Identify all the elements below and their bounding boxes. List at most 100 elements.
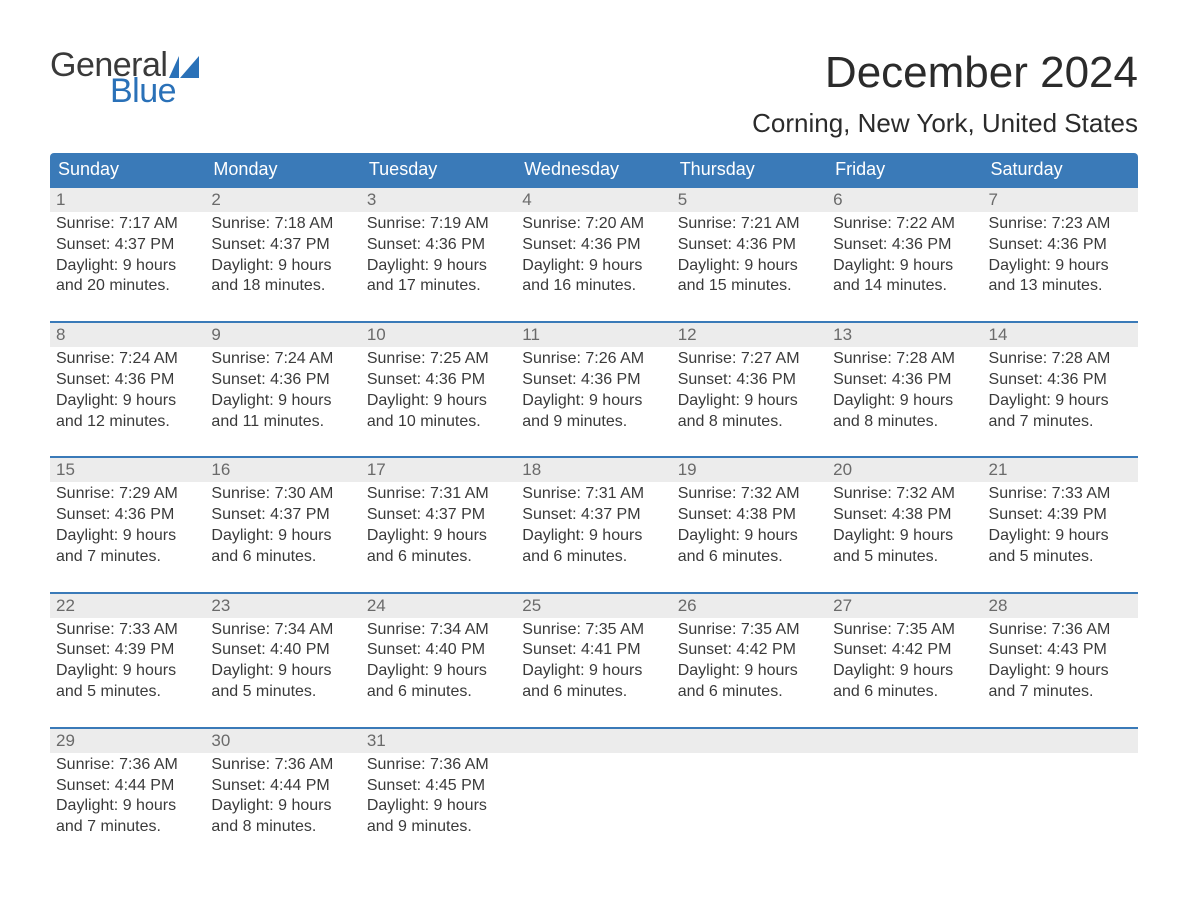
day-body: Sunrise: 7:32 AMSunset: 4:38 PMDaylight:… bbox=[672, 482, 827, 573]
week-row: 22Sunrise: 7:33 AMSunset: 4:39 PMDayligh… bbox=[50, 592, 1138, 709]
day-body: Sunrise: 7:28 AMSunset: 4:36 PMDaylight:… bbox=[827, 347, 982, 438]
day-body: Sunrise: 7:26 AMSunset: 4:36 PMDaylight:… bbox=[516, 347, 671, 438]
day-number: 20 bbox=[827, 458, 982, 482]
day-cell: 7Sunrise: 7:23 AMSunset: 4:36 PMDaylight… bbox=[983, 188, 1138, 303]
day-body: Sunrise: 7:25 AMSunset: 4:36 PMDaylight:… bbox=[361, 347, 516, 438]
day-day1: Daylight: 9 hours bbox=[211, 661, 354, 682]
day-cell: 19Sunrise: 7:32 AMSunset: 4:38 PMDayligh… bbox=[672, 458, 827, 573]
day-day2: and 7 minutes. bbox=[56, 547, 199, 568]
day-body: Sunrise: 7:22 AMSunset: 4:36 PMDaylight:… bbox=[827, 212, 982, 303]
day-cell: 13Sunrise: 7:28 AMSunset: 4:36 PMDayligh… bbox=[827, 323, 982, 438]
day-sunset: Sunset: 4:36 PM bbox=[522, 235, 665, 256]
day-cell: 24Sunrise: 7:34 AMSunset: 4:40 PMDayligh… bbox=[361, 594, 516, 709]
day-cell: 11Sunrise: 7:26 AMSunset: 4:36 PMDayligh… bbox=[516, 323, 671, 438]
day-cell: 4Sunrise: 7:20 AMSunset: 4:36 PMDaylight… bbox=[516, 188, 671, 303]
day-body: Sunrise: 7:21 AMSunset: 4:36 PMDaylight:… bbox=[672, 212, 827, 303]
day-sunrise: Sunrise: 7:27 AM bbox=[678, 349, 821, 370]
week-row: 29Sunrise: 7:36 AMSunset: 4:44 PMDayligh… bbox=[50, 727, 1138, 844]
day-body: Sunrise: 7:30 AMSunset: 4:37 PMDaylight:… bbox=[205, 482, 360, 573]
day-sunrise: Sunrise: 7:36 AM bbox=[211, 755, 354, 776]
day-day1: Daylight: 9 hours bbox=[989, 526, 1132, 547]
day-sunrise: Sunrise: 7:28 AM bbox=[989, 349, 1132, 370]
day-sunrise: Sunrise: 7:36 AM bbox=[989, 620, 1132, 641]
day-number: 30 bbox=[205, 729, 360, 753]
day-cell: 6Sunrise: 7:22 AMSunset: 4:36 PMDaylight… bbox=[827, 188, 982, 303]
day-sunset: Sunset: 4:43 PM bbox=[989, 640, 1132, 661]
day-day2: and 7 minutes. bbox=[989, 682, 1132, 703]
day-day2: and 9 minutes. bbox=[367, 817, 510, 838]
day-body: Sunrise: 7:33 AMSunset: 4:39 PMDaylight:… bbox=[50, 618, 205, 709]
day-cell: 25Sunrise: 7:35 AMSunset: 4:41 PMDayligh… bbox=[516, 594, 671, 709]
day-cell: 3Sunrise: 7:19 AMSunset: 4:36 PMDaylight… bbox=[361, 188, 516, 303]
day-sunset: Sunset: 4:37 PM bbox=[211, 505, 354, 526]
day-sunrise: Sunrise: 7:29 AM bbox=[56, 484, 199, 505]
day-sunrise: Sunrise: 7:33 AM bbox=[56, 620, 199, 641]
day-day1: Daylight: 9 hours bbox=[522, 661, 665, 682]
day-sunrise: Sunrise: 7:20 AM bbox=[522, 214, 665, 235]
day-sunrise: Sunrise: 7:26 AM bbox=[522, 349, 665, 370]
day-body: Sunrise: 7:20 AMSunset: 4:36 PMDaylight:… bbox=[516, 212, 671, 303]
day-body: Sunrise: 7:31 AMSunset: 4:37 PMDaylight:… bbox=[361, 482, 516, 573]
day-sunrise: Sunrise: 7:19 AM bbox=[367, 214, 510, 235]
day-day2: and 5 minutes. bbox=[211, 682, 354, 703]
day-cell: 21Sunrise: 7:33 AMSunset: 4:39 PMDayligh… bbox=[983, 458, 1138, 573]
day-sunset: Sunset: 4:45 PM bbox=[367, 776, 510, 797]
day-sunrise: Sunrise: 7:21 AM bbox=[678, 214, 821, 235]
day-sunset: Sunset: 4:36 PM bbox=[678, 235, 821, 256]
day-number: 26 bbox=[672, 594, 827, 618]
day-cell: 28Sunrise: 7:36 AMSunset: 4:43 PMDayligh… bbox=[983, 594, 1138, 709]
day-sunset: Sunset: 4:36 PM bbox=[56, 505, 199, 526]
day-sunrise: Sunrise: 7:18 AM bbox=[211, 214, 354, 235]
day-sunset: Sunset: 4:36 PM bbox=[678, 370, 821, 391]
day-day2: and 13 minutes. bbox=[989, 276, 1132, 297]
day-sunrise: Sunrise: 7:36 AM bbox=[367, 755, 510, 776]
day-cell: 15Sunrise: 7:29 AMSunset: 4:36 PMDayligh… bbox=[50, 458, 205, 573]
day-day2: and 5 minutes. bbox=[56, 682, 199, 703]
weekday-header: Sunday bbox=[50, 153, 205, 186]
day-number: 10 bbox=[361, 323, 516, 347]
day-cell bbox=[827, 729, 982, 844]
day-day2: and 16 minutes. bbox=[522, 276, 665, 297]
weekday-header: Tuesday bbox=[361, 153, 516, 186]
day-day2: and 6 minutes. bbox=[678, 682, 821, 703]
day-day2: and 6 minutes. bbox=[522, 682, 665, 703]
day-body bbox=[983, 753, 1138, 761]
day-number: 4 bbox=[516, 188, 671, 212]
day-day1: Daylight: 9 hours bbox=[522, 391, 665, 412]
day-day1: Daylight: 9 hours bbox=[522, 256, 665, 277]
day-day1: Daylight: 9 hours bbox=[367, 661, 510, 682]
day-day2: and 6 minutes. bbox=[678, 547, 821, 568]
day-sunrise: Sunrise: 7:34 AM bbox=[367, 620, 510, 641]
day-sunrise: Sunrise: 7:24 AM bbox=[211, 349, 354, 370]
day-number: 22 bbox=[50, 594, 205, 618]
day-number: 29 bbox=[50, 729, 205, 753]
day-body: Sunrise: 7:31 AMSunset: 4:37 PMDaylight:… bbox=[516, 482, 671, 573]
day-cell: 30Sunrise: 7:36 AMSunset: 4:44 PMDayligh… bbox=[205, 729, 360, 844]
day-day1: Daylight: 9 hours bbox=[678, 526, 821, 547]
day-cell: 9Sunrise: 7:24 AMSunset: 4:36 PMDaylight… bbox=[205, 323, 360, 438]
day-sunset: Sunset: 4:36 PM bbox=[367, 370, 510, 391]
day-cell: 5Sunrise: 7:21 AMSunset: 4:36 PMDaylight… bbox=[672, 188, 827, 303]
day-day1: Daylight: 9 hours bbox=[211, 256, 354, 277]
weekday-header: Monday bbox=[205, 153, 360, 186]
day-number bbox=[516, 729, 671, 753]
day-body: Sunrise: 7:23 AMSunset: 4:36 PMDaylight:… bbox=[983, 212, 1138, 303]
day-number: 13 bbox=[827, 323, 982, 347]
day-cell: 27Sunrise: 7:35 AMSunset: 4:42 PMDayligh… bbox=[827, 594, 982, 709]
day-number: 9 bbox=[205, 323, 360, 347]
day-sunset: Sunset: 4:36 PM bbox=[989, 235, 1132, 256]
day-cell: 17Sunrise: 7:31 AMSunset: 4:37 PMDayligh… bbox=[361, 458, 516, 573]
day-cell: 18Sunrise: 7:31 AMSunset: 4:37 PMDayligh… bbox=[516, 458, 671, 573]
day-number: 7 bbox=[983, 188, 1138, 212]
day-sunset: Sunset: 4:40 PM bbox=[367, 640, 510, 661]
location-subtitle: Corning, New York, United States bbox=[752, 108, 1138, 139]
day-day2: and 11 minutes. bbox=[211, 412, 354, 433]
day-number: 18 bbox=[516, 458, 671, 482]
day-sunrise: Sunrise: 7:33 AM bbox=[989, 484, 1132, 505]
week-row: 1Sunrise: 7:17 AMSunset: 4:37 PMDaylight… bbox=[50, 186, 1138, 303]
day-sunset: Sunset: 4:37 PM bbox=[367, 505, 510, 526]
day-day2: and 12 minutes. bbox=[56, 412, 199, 433]
day-sunset: Sunset: 4:36 PM bbox=[367, 235, 510, 256]
day-sunset: Sunset: 4:36 PM bbox=[833, 235, 976, 256]
day-body: Sunrise: 7:24 AMSunset: 4:36 PMDaylight:… bbox=[50, 347, 205, 438]
